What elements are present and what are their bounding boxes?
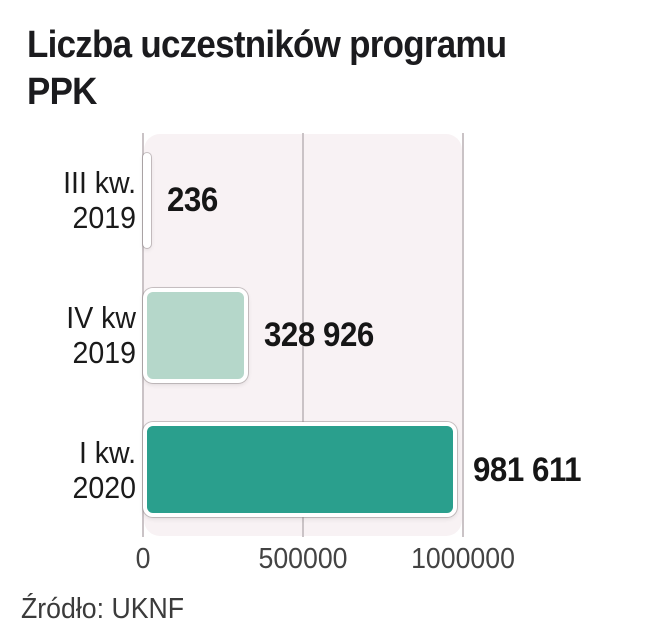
chart-title-line2: PPK	[27, 71, 97, 113]
category-label-line2: 2019	[72, 200, 136, 236]
value-label: 328 926	[264, 316, 375, 354]
category-label-line2: 2020	[72, 469, 136, 505]
category-label-line2: 2019	[72, 335, 136, 370]
source-note: Źródło: UKNF	[21, 593, 185, 625]
value-label: 236	[167, 181, 218, 220]
category-label-line1: IV kw	[66, 300, 136, 335]
chart-title-line1: Liczba uczestników programu	[27, 24, 507, 66]
x-tick-label: 0	[135, 543, 151, 575]
category-label: IV kw 2019	[11, 300, 136, 370]
gridline	[302, 133, 304, 537]
x-tick-label: 500000	[258, 543, 348, 575]
gridline	[462, 133, 464, 537]
category-label: III kw. 2019	[11, 165, 136, 235]
x-tick-label: 1000000	[411, 543, 515, 575]
category-label-line1: III kw.	[63, 165, 136, 201]
bar	[143, 422, 458, 518]
category-label-line1: I kw.	[78, 434, 136, 470]
bar	[143, 287, 249, 383]
chart-title: Liczba uczestników programu PPK	[27, 22, 507, 116]
category-label: I kw. 2020	[11, 435, 136, 505]
value-label: 981 611	[473, 450, 582, 489]
bar	[143, 152, 151, 248]
